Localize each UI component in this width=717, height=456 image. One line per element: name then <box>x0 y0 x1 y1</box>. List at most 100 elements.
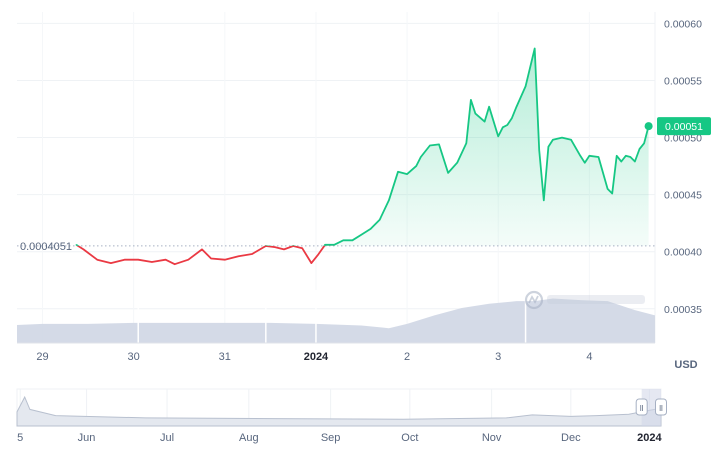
price-point <box>151 261 153 263</box>
last-price-tag: 0.00051 <box>644 117 711 136</box>
price-point <box>616 155 618 157</box>
area-above-baseline <box>76 48 649 246</box>
last-price-box <box>657 117 711 136</box>
price-point <box>96 259 98 261</box>
price-point <box>470 99 472 101</box>
price-point <box>82 248 85 250</box>
navigator-tick-label: Jul <box>160 432 174 444</box>
price-point <box>75 244 77 246</box>
price-point <box>534 47 536 50</box>
price-point <box>388 199 390 201</box>
time-navigator[interactable]: ll ll 5 Jun Jul Aug Sep Oct Nov Dec 2024 <box>16 388 667 444</box>
y-tick-label: 0.00050 <box>664 133 702 145</box>
watermark-logo <box>524 290 645 310</box>
price-line-down <box>76 245 326 266</box>
price-point <box>351 239 353 241</box>
price-point <box>547 146 550 148</box>
x-tick-label: 30 <box>128 351 140 363</box>
navigator-tick-label: Dec <box>561 432 581 444</box>
grip-icon: ll <box>659 404 663 413</box>
price-point <box>570 139 572 141</box>
price-point <box>515 106 518 108</box>
price-point <box>456 162 458 164</box>
y-tick-label: 0.00040 <box>664 247 702 259</box>
price-point <box>165 259 167 261</box>
price-point <box>607 188 609 190</box>
price-point <box>123 259 126 261</box>
price-point <box>342 239 344 241</box>
price-point <box>484 121 486 123</box>
x-tick-label: 2024 <box>304 351 329 363</box>
price-point <box>497 135 499 137</box>
price-line-up <box>75 47 650 246</box>
price-point <box>552 139 554 141</box>
price-point <box>251 253 253 255</box>
volume-shape <box>17 298 655 343</box>
navigator-handle-left[interactable]: ll <box>635 398 648 416</box>
price-point <box>379 219 381 221</box>
x-axis: 29 30 31 2024 2 3 4 <box>17 342 655 363</box>
price-point <box>301 247 303 249</box>
price-point <box>237 255 240 257</box>
price-point <box>447 172 449 174</box>
price-point <box>438 143 440 145</box>
navigator-handle-right[interactable]: ll <box>655 398 667 416</box>
price-point <box>511 117 513 119</box>
price-point <box>502 126 504 128</box>
price-point <box>429 144 431 147</box>
price-point <box>543 199 545 201</box>
price-point <box>310 262 312 264</box>
baseline-label: 0.0004051 <box>20 241 72 253</box>
price-point <box>370 228 372 230</box>
y-tick-label: 0.00045 <box>664 190 702 202</box>
price-point <box>265 245 267 247</box>
price-point <box>420 156 422 158</box>
price-point <box>360 234 363 236</box>
navigator-tick-label: Jun <box>78 432 96 444</box>
price-point <box>506 124 508 126</box>
y-axis: 0.00035 0.00040 0.00045 0.00050 0.00055 0.000… <box>664 18 702 315</box>
navigator-tick-label: Nov <box>482 432 502 444</box>
y-tick-label: 0.00055 <box>664 75 702 87</box>
price-point <box>625 155 627 157</box>
price-point <box>538 149 540 151</box>
price-point <box>110 262 112 264</box>
price-point <box>137 259 139 261</box>
price-point <box>629 156 632 158</box>
x-tick-label: 31 <box>219 351 231 363</box>
y-tick-label: 0.00060 <box>664 18 702 30</box>
navigator-x-axis: 5 Jun Jul Aug Sep Oct Nov Dec 2024 <box>17 432 662 444</box>
navigator-tick-label: Oct <box>401 432 418 444</box>
currency-label: USD <box>674 359 697 371</box>
price-point <box>634 160 636 163</box>
grip-icon: ll <box>640 404 644 413</box>
price-point <box>274 246 276 248</box>
navigator-tick-label: 5 <box>17 432 23 444</box>
last-price-label: 0.00051 <box>665 121 703 133</box>
price-area-fill <box>76 48 649 246</box>
price-point <box>324 244 326 246</box>
price-point <box>283 248 285 250</box>
price-point <box>397 171 399 173</box>
price-point <box>588 155 591 157</box>
price-point <box>224 259 226 261</box>
x-tick-label: 2 <box>404 351 410 363</box>
navigator-selection[interactable] <box>641 389 661 426</box>
navigator-tick-label: Sep <box>321 432 341 444</box>
x-tick-label: 3 <box>495 351 501 363</box>
price-point <box>174 263 176 265</box>
price-point <box>187 259 189 261</box>
price-point <box>579 155 581 157</box>
price-point <box>415 165 417 167</box>
price-point <box>643 142 645 144</box>
x-tick-label: 29 <box>36 351 48 363</box>
price-point <box>210 257 212 260</box>
price-point <box>561 137 563 139</box>
price-point <box>406 173 408 175</box>
price-point <box>465 142 467 144</box>
price-point <box>584 162 586 164</box>
price-point <box>292 245 294 247</box>
last-price-dot <box>644 122 653 131</box>
y-tick-label: 0.00035 <box>664 304 702 316</box>
